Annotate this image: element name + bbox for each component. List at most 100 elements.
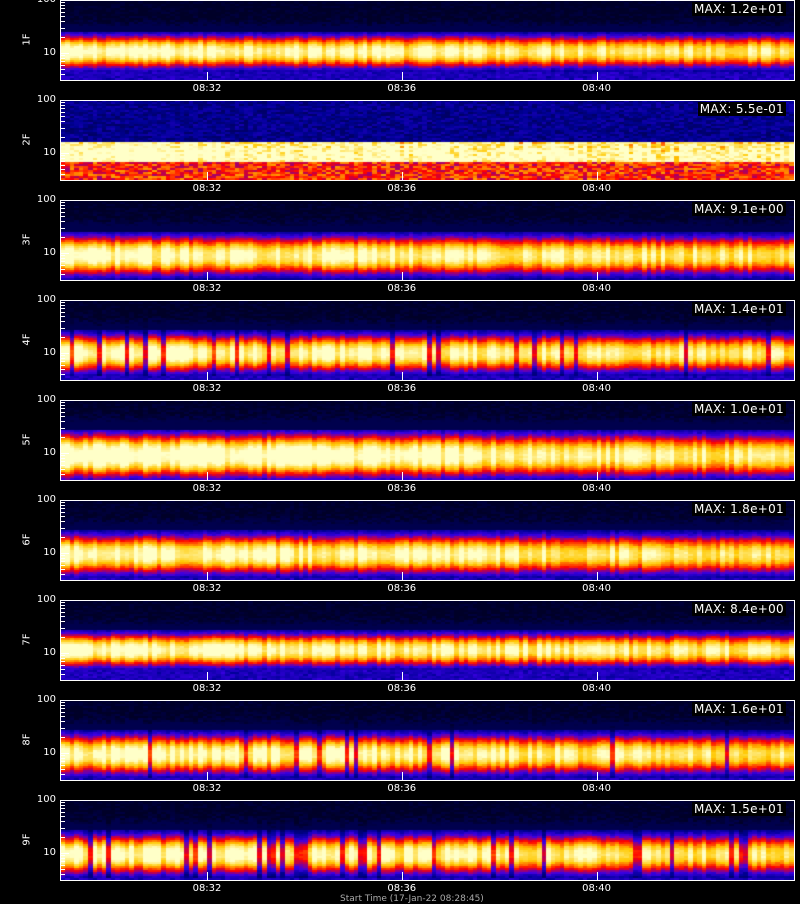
spectrogram-panel: 7F MAX: 8.4e+00 100 10 08:32 08:36 08:40 xyxy=(0,594,800,700)
y-minor-tick xyxy=(61,115,65,117)
y-minor-tick xyxy=(61,202,65,204)
x-major-tick xyxy=(401,272,403,280)
y-minor-tick xyxy=(61,415,65,417)
x-tick-label: 08:32 xyxy=(192,283,222,294)
y-tick-label: 100 xyxy=(32,0,56,5)
y-minor-tick xyxy=(61,105,65,107)
max-value-label: MAX: 1.0e+01 xyxy=(691,402,786,416)
y-minor-tick xyxy=(61,811,65,813)
y-tick-label: 100 xyxy=(36,194,56,205)
y-minor-tick xyxy=(61,615,65,617)
y-minor-tick xyxy=(61,757,65,759)
x-major-tick xyxy=(207,72,208,80)
y-minor-tick xyxy=(61,261,65,263)
y-minor-tick xyxy=(61,311,65,313)
x-tick-label: 08:36 xyxy=(387,883,417,894)
y-minor-tick xyxy=(61,57,65,59)
y-major-tick xyxy=(61,652,69,654)
y-minor-tick xyxy=(61,5,65,7)
y-major-tick xyxy=(61,752,69,754)
x-major-tick xyxy=(401,772,403,780)
spectrogram-panel: 5F MAX: 1.0e+01 100 10 08:32 08:36 08:40 xyxy=(0,394,800,500)
x-tick-label: 08:32 xyxy=(192,383,222,394)
y-minor-tick xyxy=(61,573,65,575)
y-minor-tick xyxy=(61,555,65,557)
x-tick-label: 08:36 xyxy=(387,283,417,294)
y-tick-label: 10 xyxy=(43,646,56,658)
y-minor-tick xyxy=(61,608,65,610)
y-minor-tick xyxy=(61,802,65,804)
x-tick-label: 08:32 xyxy=(192,783,222,794)
spectrogram-panel: 4F MAX: 1.4e+01 100 10 08:32 08:36 08:40 xyxy=(0,294,800,400)
y-tick-label: 10 xyxy=(43,146,56,158)
y-minor-tick xyxy=(61,715,65,717)
x-tick-label: 08:40 xyxy=(582,83,611,94)
y-minor-tick xyxy=(61,127,65,129)
y-tick-label: 10 xyxy=(43,746,56,758)
y-minor-tick xyxy=(61,255,65,257)
y-major-tick xyxy=(61,52,69,54)
heatmap-image xyxy=(61,801,794,880)
x-tick-label: 08:40 xyxy=(582,683,611,694)
y-minor-tick xyxy=(61,157,65,159)
y-minor-tick xyxy=(61,11,65,13)
x-major-tick xyxy=(207,272,208,280)
y-minor-tick xyxy=(61,468,65,470)
heatmap-image xyxy=(61,501,794,580)
panel-channel-label: 4F xyxy=(21,333,33,346)
y-major-tick xyxy=(61,600,69,601)
y-minor-tick xyxy=(61,427,65,429)
heatmap-plot-area: MAX: 1.4e+01 xyxy=(60,300,795,381)
y-minor-tick xyxy=(61,473,65,475)
y-tick-label: 100 xyxy=(36,94,56,105)
x-tick-label: 08:40 xyxy=(582,383,611,394)
y-minor-tick xyxy=(61,355,65,357)
x-major-tick xyxy=(401,172,403,180)
heatmap-image xyxy=(61,101,794,180)
y-tick-label: 100 xyxy=(36,294,56,305)
heatmap-plot-area: MAX: 8.4e+00 xyxy=(60,600,795,681)
heatmap-plot-area: MAX: 1.2e+01 xyxy=(60,0,795,81)
x-tick-label: 08:32 xyxy=(192,583,222,594)
y-minor-tick xyxy=(61,55,65,57)
y-minor-tick xyxy=(61,168,65,170)
y-minor-tick xyxy=(61,411,65,413)
y-minor-tick xyxy=(61,773,65,775)
y-minor-tick xyxy=(61,155,65,157)
y-minor-tick xyxy=(61,221,65,223)
x-major-tick xyxy=(596,572,598,580)
y-tick-label: 100 xyxy=(36,794,56,805)
spectrogram-panel: 9F MAX: 1.5e+01 100 10 08:32 08:36 08:40 xyxy=(0,794,800,900)
y-minor-tick xyxy=(61,8,65,10)
y-minor-tick xyxy=(61,873,65,875)
x-major-tick xyxy=(401,72,403,80)
y-minor-tick xyxy=(61,857,65,859)
x-major-tick xyxy=(207,172,208,180)
y-tick-label: 100 xyxy=(36,494,56,505)
y-minor-tick xyxy=(61,564,65,566)
heatmap-image xyxy=(61,701,794,780)
y-minor-tick xyxy=(61,805,65,807)
x-tick-label: 08:32 xyxy=(192,683,222,694)
y-minor-tick xyxy=(61,164,65,166)
y-minor-tick xyxy=(61,561,65,563)
x-major-tick xyxy=(596,272,598,280)
y-major-tick xyxy=(61,552,69,554)
y-major-tick xyxy=(61,252,69,254)
y-major-tick xyxy=(61,400,69,401)
x-major-tick xyxy=(596,372,598,380)
y-major-tick xyxy=(61,0,69,1)
max-value-label: MAX: 9.1e+00 xyxy=(691,202,786,216)
x-tick-label: 08:36 xyxy=(387,83,417,94)
y-tick-label: 100 xyxy=(36,394,56,405)
y-minor-tick xyxy=(61,136,65,138)
heatmap-plot-area: MAX: 5.5e-01 xyxy=(60,100,795,181)
y-minor-tick xyxy=(61,508,65,510)
y-minor-tick xyxy=(61,327,65,329)
y-minor-tick xyxy=(61,727,65,729)
y-minor-tick xyxy=(61,315,65,317)
max-value-label: MAX: 5.5e-01 xyxy=(697,102,786,116)
y-major-tick xyxy=(61,152,69,154)
y-minor-tick xyxy=(61,664,65,666)
